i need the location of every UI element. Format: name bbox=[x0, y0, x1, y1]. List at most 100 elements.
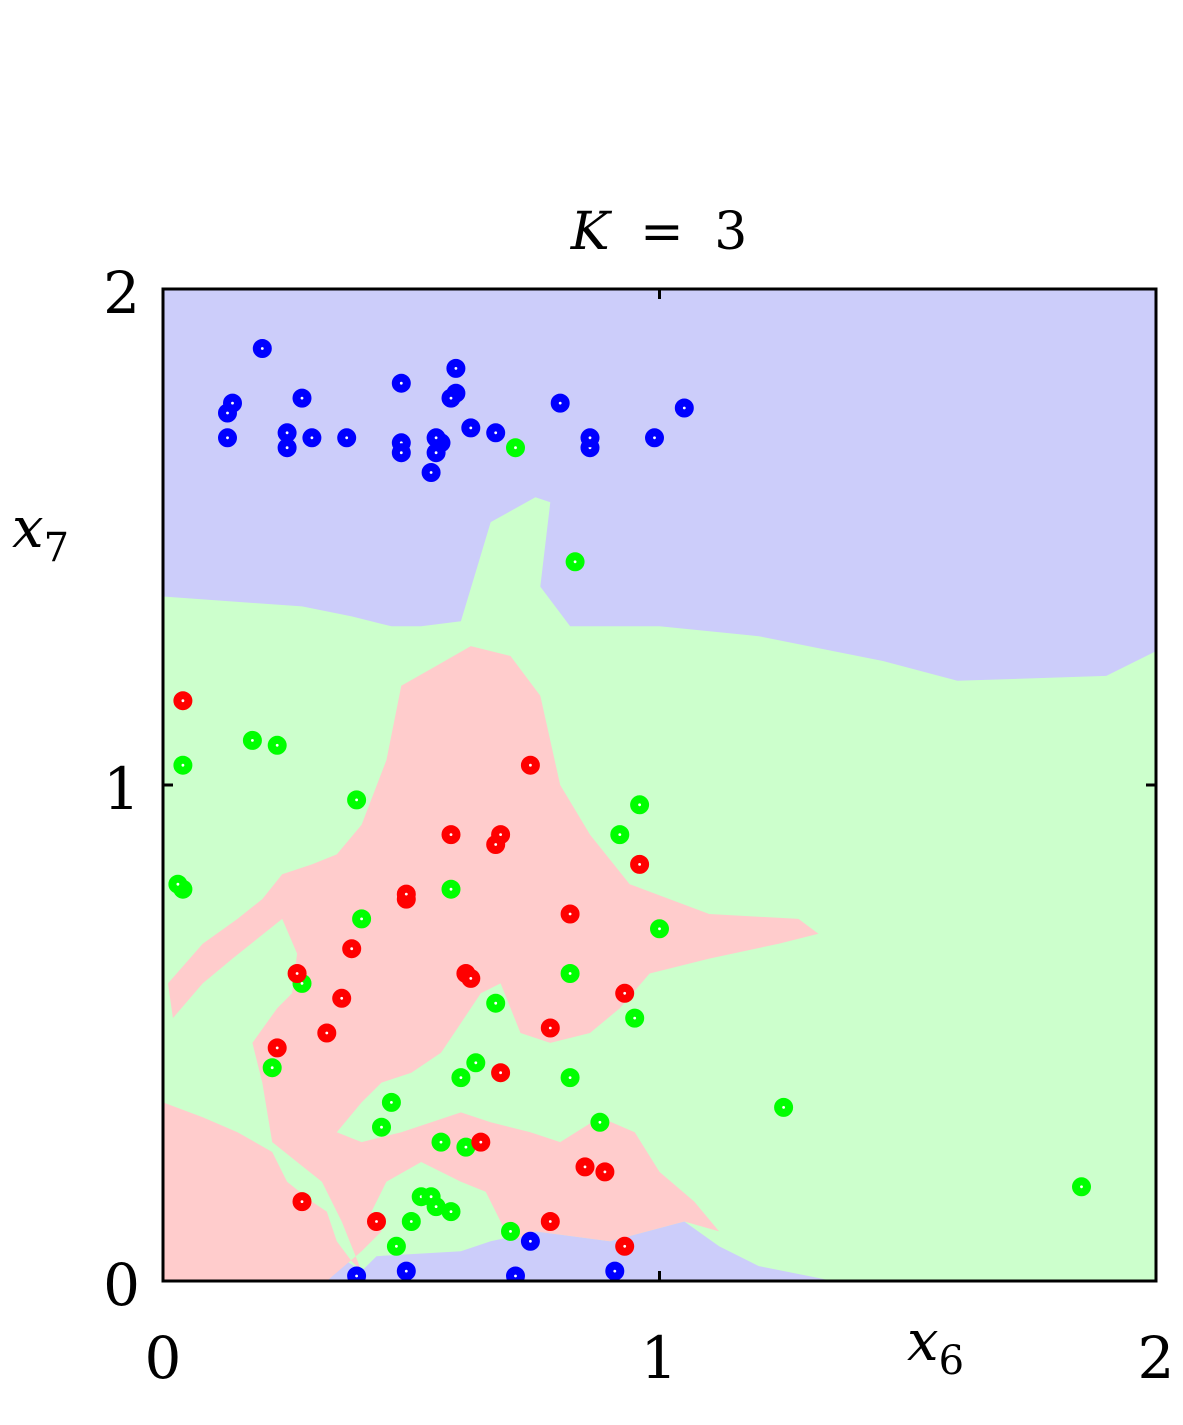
data-point-center bbox=[439, 1140, 443, 1144]
region-blue bbox=[163, 289, 1156, 681]
data-point-center bbox=[529, 1239, 532, 1243]
data-point-blue bbox=[506, 1266, 525, 1281]
data-point-center bbox=[275, 743, 279, 747]
y-tick-label-2: 2 bbox=[103, 259, 140, 327]
data-point-center bbox=[300, 982, 304, 985]
title-variable: K bbox=[570, 202, 613, 262]
data-point-center bbox=[568, 912, 572, 916]
data-point-center bbox=[176, 882, 180, 886]
data-point-center bbox=[345, 436, 349, 440]
y-axis-label: x7 bbox=[12, 496, 69, 571]
x-axis-label-base: x bbox=[907, 1309, 939, 1374]
data-point-center bbox=[434, 451, 438, 455]
data-point-center bbox=[454, 367, 458, 370]
x-tick-label-2: 2 bbox=[1138, 1324, 1175, 1392]
data-point-center bbox=[399, 451, 403, 455]
data-point-center bbox=[409, 1220, 413, 1223]
decision-regions bbox=[163, 289, 1156, 1281]
data-point-center bbox=[399, 381, 403, 385]
title-number: 3 bbox=[714, 202, 747, 262]
chart-title: K = 3 bbox=[570, 202, 748, 262]
data-point-center bbox=[340, 996, 344, 1000]
x-tick-label-0: 0 bbox=[145, 1324, 182, 1392]
data-point-center bbox=[375, 1220, 378, 1223]
data-point-center bbox=[509, 1230, 512, 1233]
data-point-center bbox=[603, 1170, 607, 1174]
data-point-blue bbox=[347, 1266, 367, 1281]
data-point-center bbox=[469, 426, 473, 430]
data-point-center bbox=[613, 1269, 617, 1273]
data-point-center bbox=[355, 798, 358, 802]
data-point-center bbox=[514, 1274, 517, 1278]
y-axis-label-base: x bbox=[12, 496, 44, 561]
data-point-center bbox=[260, 347, 264, 350]
data-point-center bbox=[429, 1195, 433, 1199]
data-point-center bbox=[474, 1061, 478, 1065]
data-point-center bbox=[285, 431, 289, 435]
data-point-center bbox=[429, 471, 433, 474]
data-point-center bbox=[598, 1120, 602, 1124]
data-point-center bbox=[300, 396, 304, 400]
data-point-center bbox=[360, 917, 363, 921]
data-point-center bbox=[558, 401, 562, 405]
plot-area bbox=[163, 289, 1156, 1281]
data-point-center bbox=[548, 1220, 552, 1223]
y-tick-label-1: 1 bbox=[103, 755, 140, 823]
y-tick-label-0: 0 bbox=[103, 1251, 140, 1319]
title-operator: = bbox=[640, 202, 684, 262]
data-point-center bbox=[449, 1210, 453, 1213]
region-blue-bottom bbox=[326, 1221, 834, 1281]
data-point-center bbox=[464, 1145, 468, 1149]
data-point-center bbox=[494, 843, 498, 846]
data-point-center bbox=[499, 1071, 502, 1075]
data-point-center bbox=[226, 436, 229, 440]
data-point-center bbox=[434, 1205, 438, 1208]
data-point-center bbox=[638, 863, 641, 866]
data-point-center bbox=[251, 739, 254, 742]
x-axis-label-subscript: 6 bbox=[939, 1338, 964, 1384]
data-point-center bbox=[355, 1274, 358, 1278]
data-point-center bbox=[1080, 1185, 1083, 1189]
data-point-center bbox=[588, 436, 592, 440]
data-points bbox=[168, 339, 1091, 1281]
data-point-center bbox=[782, 1106, 785, 1109]
data-point-center bbox=[404, 1269, 408, 1273]
data-point-center bbox=[682, 406, 686, 410]
region-red bbox=[163, 646, 819, 1281]
data-point-center bbox=[469, 977, 473, 980]
data-point-center bbox=[618, 833, 622, 836]
data-point-center bbox=[275, 1046, 279, 1050]
data-point-center bbox=[380, 1125, 383, 1129]
data-point-center bbox=[494, 431, 498, 435]
data-point-center bbox=[231, 401, 234, 405]
data-point-center bbox=[285, 446, 289, 450]
data-point-center bbox=[434, 436, 438, 440]
data-point-center bbox=[583, 1165, 587, 1169]
data-point-center bbox=[638, 803, 641, 807]
data-point-center bbox=[181, 763, 185, 767]
data-point-center bbox=[494, 1001, 498, 1005]
data-point-center bbox=[390, 1101, 393, 1104]
data-point-center bbox=[226, 411, 229, 415]
data-point-center bbox=[573, 560, 577, 564]
data-point-center bbox=[623, 1244, 627, 1248]
data-point-center bbox=[449, 396, 453, 400]
data-point-center bbox=[310, 436, 314, 440]
data-point-center bbox=[658, 927, 661, 931]
data-point-center bbox=[633, 1016, 637, 1020]
data-point-center bbox=[449, 887, 453, 891]
data-point-center bbox=[300, 1200, 304, 1203]
data-point-center bbox=[623, 991, 627, 995]
data-point-center bbox=[459, 1076, 463, 1079]
data-point-center bbox=[295, 972, 299, 975]
data-point-center bbox=[568, 972, 572, 975]
data-point-center bbox=[529, 763, 532, 767]
y-axis-label-subscript: 7 bbox=[44, 525, 69, 571]
data-point-center bbox=[449, 833, 453, 836]
x-tick-label-1: 1 bbox=[641, 1324, 678, 1392]
data-point-center bbox=[404, 892, 408, 896]
axis-ticks bbox=[161, 287, 1158, 1283]
data-point-center bbox=[395, 1244, 398, 1248]
data-point-center bbox=[270, 1066, 274, 1070]
